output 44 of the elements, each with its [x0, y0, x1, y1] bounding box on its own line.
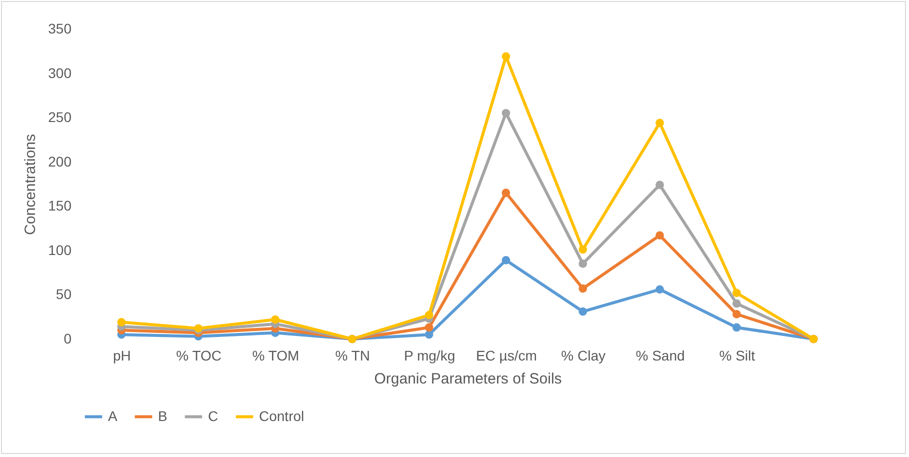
legend-label: C: [208, 408, 218, 424]
point: [424, 323, 434, 332]
point: [578, 307, 588, 316]
point: [656, 285, 664, 294]
point: [732, 323, 741, 332]
x-tick-label: pH: [112, 348, 131, 364]
legend-label: A: [108, 408, 118, 424]
point: [271, 315, 280, 324]
x-axis-title: Organic Parameters of Soils: [374, 370, 562, 388]
x-tick-label: EC µs/cm: [476, 348, 537, 364]
y-tick-label: 350: [48, 20, 72, 36]
y-tick-label: 300: [48, 64, 72, 81]
point: [502, 108, 510, 118]
y-tick-label: 0: [64, 330, 72, 346]
point: [732, 288, 741, 298]
y-tick-label: 250: [48, 109, 72, 126]
point: [578, 245, 588, 254]
point: [656, 118, 664, 128]
x-tick-label: % Silt: [719, 348, 756, 364]
y-tick-label: 150: [48, 198, 72, 214]
y-tick-label: 50: [56, 286, 72, 302]
point: [424, 310, 434, 320]
point: [656, 231, 664, 240]
point: [502, 188, 510, 198]
legend-label: B: [158, 408, 168, 424]
y-tick-label: 100: [48, 242, 72, 258]
point: [656, 180, 664, 190]
x-tick-label: % TN: [335, 348, 370, 364]
point: [578, 260, 588, 268]
legend-label: Control: [259, 408, 304, 424]
x-tick-label: % Clay: [561, 348, 606, 364]
x-tick-label: P mg/kg: [404, 348, 456, 364]
x-tick-label: % TOM: [252, 348, 300, 364]
point: [578, 284, 588, 293]
x-tick-label: % Sand: [636, 348, 685, 364]
point: [732, 310, 741, 318]
y-tick-label: 200: [48, 153, 72, 170]
point: [732, 299, 741, 308]
point: [424, 330, 434, 339]
point: [117, 318, 126, 326]
x-tick-label: % TOC: [176, 348, 222, 364]
y-axis-title: Concentrations: [22, 134, 40, 235]
point: [502, 256, 510, 264]
point: [502, 52, 510, 61]
